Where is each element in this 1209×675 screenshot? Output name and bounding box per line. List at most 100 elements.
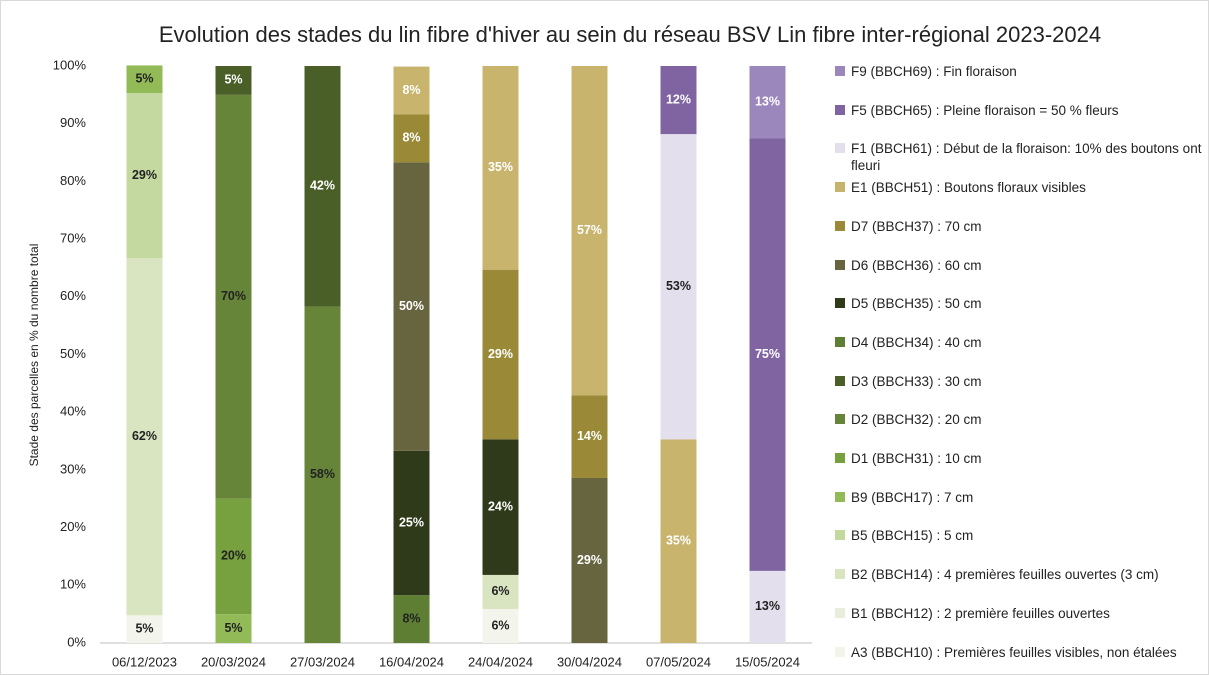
value-label: 8%: [402, 83, 420, 97]
bar-segment: [660, 134, 697, 440]
value-label: 50%: [399, 299, 424, 313]
legend-label: D3 (BBCH33) : 30 cm: [851, 373, 982, 389]
legend-label: D6 (BBCH36) : 60 cm: [851, 257, 982, 273]
x-tick-label: 24/04/2024: [468, 654, 533, 669]
legend-label: F9 (BBCH69) : Fin floraison: [851, 64, 1017, 79]
legend-label: B5 (BBCH15) : 5 cm: [851, 528, 974, 544]
legend-label: E1 (BBCH51) : Boutons floraux visibles: [851, 180, 1086, 196]
value-label: 35%: [488, 160, 513, 174]
x-tick-label: 30/04/2024: [557, 654, 622, 669]
x-tick-label: 15/05/2024: [735, 654, 800, 669]
value-label: 70%: [221, 289, 246, 303]
legend-label: F1 (BBCH61) : Début de la floraison: 10%…: [851, 141, 1202, 174]
value-label: 57%: [577, 223, 602, 237]
legend-label: D1 (BBCH31) : 10 cm: [851, 451, 982, 466]
legend-label: D5 (BBCH35) : 50 cm: [851, 296, 982, 312]
bar-segment: [215, 66, 252, 95]
legend-swatch: [835, 569, 845, 580]
value-label: 25%: [399, 515, 424, 529]
bar-segment: [393, 66, 430, 115]
y-tick-label: 0%: [67, 634, 86, 649]
legend-item: F5 (BBCH65) : Pleine floraison = 50 % fl…: [835, 102, 1209, 119]
legend-item: D1 (BBCH31) : 10 cm: [835, 450, 1209, 467]
legend-item: A3 (BBCH10) : Premières feuilles visible…: [835, 644, 1209, 661]
legend-item: D7 (BBCH37) : 70 cm: [835, 218, 1209, 235]
legend-swatch: [835, 66, 845, 76]
bar-segment: [393, 162, 430, 451]
legend-swatch: [835, 530, 845, 541]
bar-segment: [304, 66, 341, 307]
legend-item: D5 (BBCH35) : 50 cm: [835, 295, 1209, 312]
legend-swatch: [835, 491, 845, 502]
value-label: 8%: [402, 131, 420, 145]
bar-segment: [660, 66, 697, 135]
legend-item: F9 (BBCH69) : Fin floraison: [835, 63, 1209, 80]
bar-segment: [571, 395, 608, 478]
value-label: 62%: [132, 429, 157, 443]
legend-item: E1 (BBCH51) : Boutons floraux visibles: [835, 179, 1209, 196]
bar-segment: [482, 608, 519, 643]
bar-segment: [393, 595, 430, 643]
bar-segment: [215, 614, 252, 643]
bar-segment: [482, 439, 519, 575]
bar-segment: [571, 477, 608, 643]
legend-label: D7 (BBCH37) : 70 cm: [851, 218, 982, 234]
value-label: 14%: [577, 429, 602, 443]
bar-segment: [749, 570, 786, 643]
bar-segment: [393, 114, 430, 163]
legend-item: D2 (BBCH32) : 20 cm: [835, 411, 1209, 428]
legend-item: B5 (BBCH15) : 5 cm: [835, 527, 1209, 544]
bar-segment: [482, 269, 519, 440]
y-tick-label: 50%: [60, 346, 86, 361]
value-label: 58%: [310, 467, 335, 481]
y-tick-label: 100%: [53, 57, 87, 72]
bar-segment: [304, 306, 341, 643]
value-label: 13%: [755, 599, 780, 613]
bar-segment: [393, 450, 430, 596]
legend-item: B2 (BBCH14) : 4 premières feuilles ouver…: [835, 566, 1209, 583]
bar-segment: [571, 66, 608, 396]
value-label: 75%: [755, 347, 780, 361]
value-label: 20%: [221, 549, 246, 563]
legend-label: B2 (BBCH14) : 4 premières feuilles ouver…: [851, 567, 1159, 583]
bar-segment: [749, 138, 786, 571]
bar-segment: [126, 65, 163, 94]
bar-segment: [482, 574, 519, 609]
legend-item: D4 (BBCH34) : 40 cm: [835, 334, 1209, 351]
legend-swatch: [835, 453, 845, 463]
value-label: 35%: [666, 533, 691, 547]
legend-swatch: [835, 182, 845, 193]
value-label: 29%: [577, 553, 602, 567]
value-label: 29%: [488, 347, 513, 361]
value-label: 13%: [755, 94, 780, 108]
bar-segment: [126, 93, 163, 259]
bar-segment: [126, 615, 163, 643]
bar-segment: [749, 66, 786, 139]
x-tick-label: 07/05/2024: [646, 654, 711, 669]
value-label: 6%: [491, 584, 509, 598]
y-tick-label: 30%: [60, 461, 86, 476]
legend-swatch: [835, 414, 845, 425]
value-label: 24%: [488, 499, 513, 513]
x-tick-label: 06/12/2023: [112, 654, 177, 669]
legend-swatch: [835, 375, 845, 386]
y-tick-label: 80%: [60, 173, 86, 188]
legend-label: B1 (BBCH12) : 2 première feuilles ouvert…: [851, 605, 1110, 621]
x-tick-label: 16/04/2024: [379, 654, 444, 669]
legend-swatch: [835, 143, 845, 154]
y-tick-label: 40%: [60, 404, 86, 419]
y-axis-label: Stade des parcelles en % du nombre total: [27, 244, 41, 467]
value-label: 5%: [135, 72, 153, 86]
value-label: 12%: [666, 92, 691, 106]
legend-swatch: [835, 220, 845, 231]
legend-swatch: [835, 607, 845, 618]
legend-item: D3 (BBCH33) : 30 cm: [835, 373, 1209, 390]
bar-segment: [215, 94, 252, 499]
legend-label: A3 (BBCH10) : Premières feuilles visible…: [851, 644, 1177, 660]
value-label: 42%: [310, 179, 335, 193]
bar-segment: [215, 498, 252, 615]
bar-segment: [660, 439, 697, 643]
x-tick-label: 20/03/2024: [201, 654, 266, 669]
